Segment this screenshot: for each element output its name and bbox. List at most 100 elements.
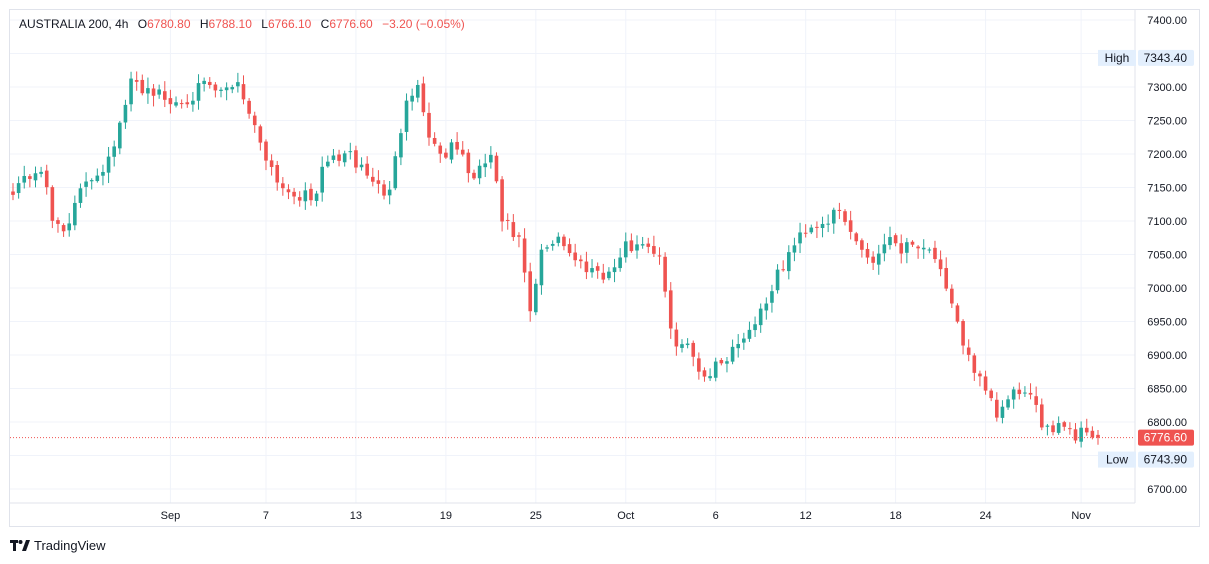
candle-body (258, 126, 263, 143)
candle-body (691, 342, 696, 357)
open-label: O (137, 17, 148, 31)
candle-body (281, 183, 285, 189)
candle-body (146, 88, 150, 94)
candle-body (196, 83, 201, 101)
close-value: 6776.60 (329, 17, 373, 31)
candle-body (607, 271, 611, 279)
high-badge (1138, 49, 1194, 66)
candle-body (78, 188, 83, 203)
candle-body (89, 180, 94, 182)
candle-body (286, 189, 291, 193)
footer-brand[interactable]: TradingView (10, 538, 106, 553)
candle-body (758, 308, 763, 326)
y-tick-label: 7100.00 (1147, 216, 1187, 228)
candle-body (826, 223, 830, 225)
candle-body (837, 209, 842, 211)
x-tick-label: Sep (161, 510, 181, 522)
open-value: 6780.80 (147, 17, 191, 31)
candle-body (191, 100, 195, 105)
candle-body (770, 291, 774, 303)
candle-body (460, 149, 465, 155)
y-tick-label: 7000.00 (1147, 283, 1187, 295)
candle-body (534, 283, 538, 313)
y-tick-label: 7150.00 (1147, 183, 1187, 195)
candle-body (950, 288, 954, 304)
candle-body (348, 151, 353, 153)
candle-body (382, 184, 386, 196)
candle-body (151, 88, 156, 96)
x-tick-label: Oct (617, 510, 634, 522)
candle-body (550, 243, 555, 246)
candle-body (747, 329, 752, 339)
change-value: −3.20 (−0.05%) (382, 17, 465, 31)
candle-body (860, 240, 864, 250)
candle-body (933, 247, 937, 260)
y-tick-label: 6700.00 (1147, 484, 1187, 496)
candle-body (179, 103, 184, 105)
x-tick-label: 25 (530, 510, 542, 522)
candle-body (489, 154, 493, 163)
candle-body (775, 269, 780, 291)
candle-body (539, 249, 544, 286)
candle-body (1039, 404, 1044, 428)
x-tick-label: 19 (440, 510, 452, 522)
candle-body (16, 183, 21, 194)
candle-body (736, 344, 741, 349)
candle-body (421, 83, 426, 113)
candle-body (820, 223, 825, 229)
candle-body (1068, 428, 1072, 430)
candle-body (1056, 423, 1061, 433)
low-label: L (261, 17, 268, 31)
candle-body (432, 138, 437, 144)
candle-body (359, 164, 364, 168)
candle-body (657, 255, 662, 257)
candle-body (978, 373, 982, 377)
candle-body (264, 141, 268, 161)
candle-body (573, 252, 577, 261)
candle-body (483, 163, 488, 168)
candle-body (449, 142, 454, 160)
candle-body (455, 141, 459, 150)
candle-body (123, 104, 128, 123)
candle-body (174, 102, 178, 106)
candle-body (876, 253, 881, 265)
candle-body (309, 188, 313, 201)
candle-body (292, 191, 296, 197)
tradingview-logo-icon (10, 539, 30, 551)
candle-body (798, 232, 802, 244)
candle-body (899, 243, 904, 254)
candle-body (494, 155, 499, 182)
candle-body (635, 244, 639, 251)
candle-body (438, 145, 443, 154)
high-value: 6788.10 (208, 17, 252, 31)
candle-body (393, 156, 398, 189)
candle-body (1045, 425, 1050, 427)
candle-body (871, 256, 875, 263)
candle-body (202, 80, 206, 85)
candle-body (674, 329, 679, 347)
low-label: Low (1106, 453, 1128, 467)
y-tick-label: 7050.00 (1147, 250, 1187, 262)
candle-body (809, 227, 814, 233)
y-tick-label: 7250.00 (1147, 116, 1187, 128)
candle-body (365, 163, 369, 176)
candle-body (472, 172, 476, 179)
chart-frame[interactable] (9, 9, 1200, 527)
candle-body (444, 152, 448, 158)
y-tick-label: 7200.00 (1147, 149, 1187, 161)
candle-body (787, 252, 791, 272)
candle-body (601, 272, 606, 280)
brand-name: TradingView (34, 538, 106, 553)
candle-body (1090, 430, 1095, 438)
candle-body (803, 232, 808, 234)
candle-body (1000, 406, 1005, 418)
high-label: High (1105, 51, 1130, 65)
candle-body (562, 236, 566, 247)
candle-body (1006, 399, 1010, 408)
candle-body (500, 179, 504, 222)
y-tick-label: 6850.00 (1147, 384, 1187, 396)
candle-body (56, 220, 60, 224)
candle-body (162, 91, 167, 100)
x-tick-label: 12 (800, 510, 812, 522)
